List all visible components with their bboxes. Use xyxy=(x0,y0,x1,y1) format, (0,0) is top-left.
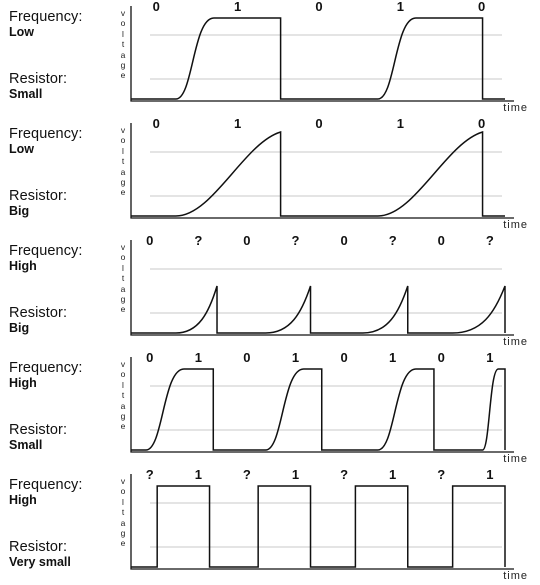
bit-value-label: 0 xyxy=(315,117,322,131)
bit-value-label: ? xyxy=(340,468,348,482)
x-axis-label: time xyxy=(503,336,528,348)
bit-value-label: 1 xyxy=(397,117,404,131)
axes xyxy=(130,240,514,336)
bit-value-label: ? xyxy=(437,468,445,482)
frequency-label: Frequency: High xyxy=(9,478,83,508)
frequency-label: Frequency: Low xyxy=(9,127,83,157)
frequency-value: High xyxy=(9,259,37,273)
bit-value-label: ? xyxy=(243,468,251,482)
frequency-key: Frequency: xyxy=(9,243,83,259)
bit-value-label: 0 xyxy=(438,351,445,365)
bit-value-label: ? xyxy=(486,234,494,248)
frequency-key: Frequency: xyxy=(9,360,83,376)
axes xyxy=(130,474,514,570)
bit-value-label: 1 xyxy=(292,468,299,482)
signal-waveform xyxy=(131,368,506,451)
axes xyxy=(130,6,514,102)
resistor-value: Big xyxy=(9,321,30,335)
signal-waveform xyxy=(131,485,506,568)
bit-value-label: 1 xyxy=(389,468,396,482)
waveform-plot: 0 1 0 1 0 1 0 1 xyxy=(130,351,514,453)
resistor-value: Small xyxy=(9,87,43,101)
x-axis-label: time xyxy=(503,570,528,582)
frequency-value: High xyxy=(9,493,37,507)
signal-waveform xyxy=(131,130,505,217)
frequency-key: Frequency: xyxy=(9,9,83,25)
resistor-key: Resistor: xyxy=(9,422,68,438)
bit-value-label: 1 xyxy=(195,351,202,365)
bit-value-label: 0 xyxy=(153,117,160,131)
bit-value-label: 0 xyxy=(340,234,347,248)
bit-value-label: 0 xyxy=(153,0,160,14)
resistor-key: Resistor: xyxy=(9,188,68,204)
x-axis-label: time xyxy=(503,102,528,114)
axes xyxy=(130,123,514,219)
frequency-value: High xyxy=(9,376,37,390)
signal-waveform xyxy=(131,285,506,334)
waveform-plot: ? 1? 1? 1? 1 xyxy=(130,468,514,570)
bit-value-label: 0 xyxy=(315,0,322,14)
resistor-value: Very small xyxy=(9,555,71,569)
resistor-label: Resistor: Small xyxy=(9,72,67,102)
bit-value-label: 0 xyxy=(146,234,153,248)
frequency-key: Frequency: xyxy=(9,126,83,142)
bit-value-label: 1 xyxy=(195,468,202,482)
bit-value-label: 1 xyxy=(397,0,404,14)
frequency-label: Frequency: High xyxy=(9,244,83,274)
axes xyxy=(130,357,514,453)
bit-value-label: 1 xyxy=(486,468,493,482)
bit-value-label: ? xyxy=(194,234,202,248)
bit-value-label: 0 xyxy=(478,0,485,14)
frequency-key: Frequency: xyxy=(9,477,83,493)
resistor-label: Resistor: Very small xyxy=(9,540,71,570)
bit-value-label: 0 xyxy=(146,351,153,365)
bit-value-label: 0 xyxy=(478,117,485,131)
bit-value-label: ? xyxy=(292,234,300,248)
waveform-panel: Frequency: Low Resistor: Small v o l t a g e 0 1 0 1 0 t… xyxy=(0,0,540,117)
resistor-label: Resistor: Small xyxy=(9,423,67,453)
x-axis-label: time xyxy=(503,219,528,231)
bit-value-label: 1 xyxy=(234,0,241,14)
bit-value-label: 0 xyxy=(340,351,347,365)
resistor-key: Resistor: xyxy=(9,539,68,555)
waveform-panel: Frequency: High Resistor: Small v o l t a g e 0 1 0 1 0… xyxy=(0,351,540,468)
resistor-label: Resistor: Big xyxy=(9,189,67,219)
bit-value-label: ? xyxy=(146,468,154,482)
frequency-label: Frequency: Low xyxy=(9,10,83,40)
frequency-label: Frequency: High xyxy=(9,361,83,391)
bit-value-label: 1 xyxy=(389,351,396,365)
resistor-key: Resistor: xyxy=(9,71,68,87)
resistor-value: Small xyxy=(9,438,43,452)
signal-waveform xyxy=(131,17,505,100)
waveform-plot: 0 1 0 1 0 xyxy=(130,0,514,102)
bit-value-label: 0 xyxy=(438,234,445,248)
waveform-plot: 0? 0? 0? 0? xyxy=(130,234,514,336)
x-axis-label: time xyxy=(503,453,528,465)
resistor-key: Resistor: xyxy=(9,305,68,321)
bit-value-label: 1 xyxy=(292,351,299,365)
frequency-value: Low xyxy=(9,142,34,156)
waveform-panel: Frequency: High Resistor: Very small v o l t a g e… xyxy=(0,468,540,585)
bit-value-label: 1 xyxy=(486,351,493,365)
waveform-panel: Frequency: Low Resistor: Big v o l t a g e 0 1 0 1 0 tim… xyxy=(0,117,540,234)
frequency-value: Low xyxy=(9,25,34,39)
bit-value-label: 1 xyxy=(234,117,241,131)
waveform-plot: 0 1 0 1 0 xyxy=(130,117,514,219)
bit-value-label: ? xyxy=(389,234,397,248)
bit-value-label: 0 xyxy=(243,351,250,365)
waveform-panel: Frequency: High Resistor: Big v o l t a g e 0? 0? 0? 0… xyxy=(0,234,540,351)
resistor-value: Big xyxy=(9,204,30,218)
resistor-label: Resistor: Big xyxy=(9,306,67,336)
bit-value-label: 0 xyxy=(243,234,250,248)
